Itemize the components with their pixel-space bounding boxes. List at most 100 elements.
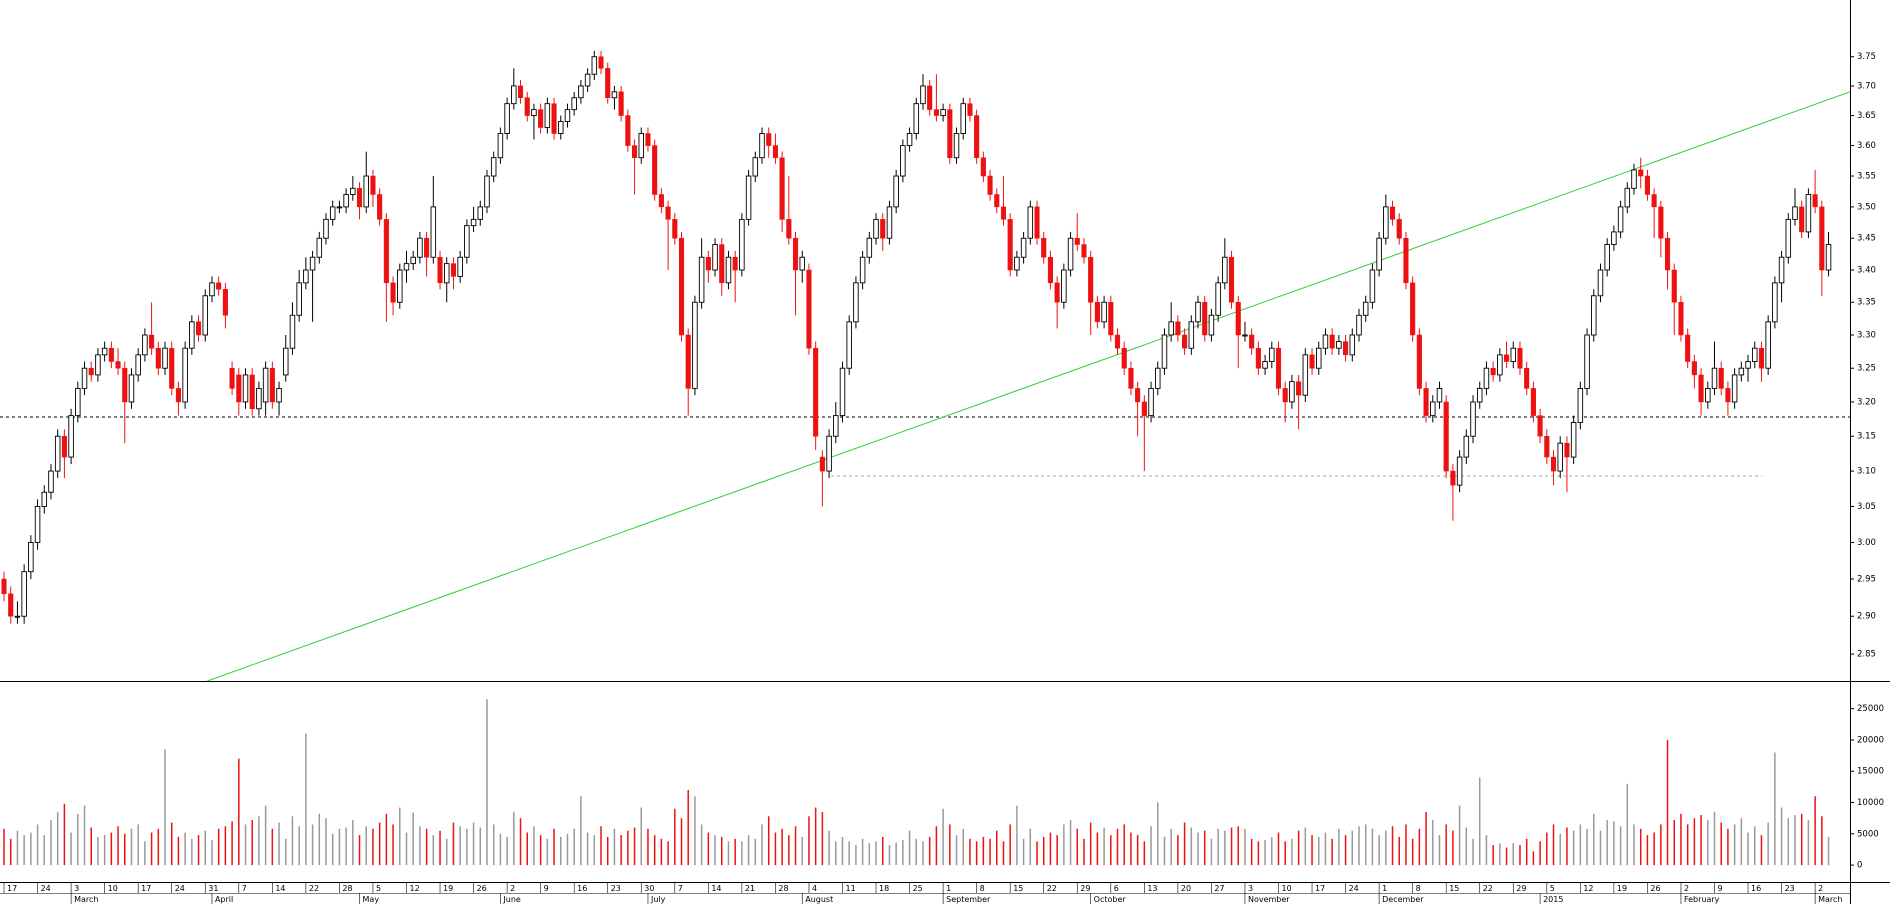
volume-bar: [170, 822, 173, 866]
candle-body: [216, 282, 222, 290]
candle-body: [323, 218, 329, 239]
candle-body: [222, 289, 228, 316]
candle-body: [1550, 456, 1557, 472]
y-tick-label: 2.95: [1857, 575, 1876, 585]
candle-body: [792, 237, 799, 271]
candle-body: [1792, 206, 1798, 220]
volume-bar: [707, 832, 710, 866]
volume-bar: [271, 828, 274, 866]
volume-bar: [1203, 830, 1206, 866]
volume-bar: [50, 820, 52, 866]
volume-bar: [211, 840, 213, 866]
candle-body: [1322, 334, 1329, 349]
candle-body: [195, 321, 202, 336]
volume-bar: [640, 807, 643, 866]
candle-body: [920, 85, 926, 105]
candle-body: [1074, 237, 1080, 245]
y-tick-label: 3.25: [1857, 364, 1876, 374]
candle-body: [1443, 401, 1449, 472]
volume-bar: [1157, 802, 1159, 866]
volume-bar: [1089, 822, 1092, 866]
month-label: August: [805, 895, 833, 904]
month-label: May: [363, 895, 380, 904]
candle-body: [705, 256, 711, 271]
candle-body: [390, 282, 396, 303]
volume-bar: [1438, 835, 1441, 866]
x-tick-label: 22: [1047, 884, 1057, 893]
y-tick-label: 3.65: [1857, 111, 1876, 121]
volume-bar: [1559, 833, 1561, 866]
candle-body: [1148, 387, 1154, 417]
volume-bar: [278, 822, 280, 866]
candle-body: [658, 194, 664, 208]
y-tick-label: 3.45: [1857, 234, 1876, 244]
volume-bar: [318, 813, 321, 866]
trendline: [207, 91, 1851, 682]
y-tick-label: 3.15: [1857, 432, 1876, 442]
volume-bar: [1465, 827, 1468, 866]
candle-body: [1476, 387, 1483, 403]
candle-body: [1376, 237, 1382, 271]
volume-bar: [969, 838, 971, 866]
x-tick-label: 23: [1785, 884, 1795, 893]
x-tick-label: 21: [745, 884, 755, 893]
x-tick-label: 13: [1147, 884, 1157, 893]
candle-body: [913, 103, 920, 134]
candle-body: [1108, 301, 1114, 336]
volume-bar: [962, 828, 964, 866]
candle-body: [68, 415, 74, 458]
candle-body: [1430, 401, 1436, 417]
volume-bar: [432, 835, 435, 866]
volume-bar: [606, 836, 609, 866]
volume-bar: [372, 828, 374, 866]
x-tick-label: 10: [1281, 884, 1291, 893]
volume-bar: [486, 699, 488, 866]
candle-body: [1014, 256, 1020, 271]
candle-body: [1711, 367, 1718, 389]
volume-bar: [861, 838, 864, 866]
volume-bar: [955, 835, 958, 866]
volume-bar: [1304, 827, 1307, 866]
candle-body: [477, 206, 484, 220]
volume-bar: [1458, 805, 1461, 866]
volume-bar: [915, 838, 918, 866]
volume-bar: [325, 818, 327, 866]
volume-bar: [217, 828, 220, 866]
volume-bar: [754, 838, 757, 866]
volume-bar: [311, 824, 314, 866]
x-tick-label: 17: [1315, 884, 1325, 893]
candle-body: [1182, 334, 1188, 349]
x-tick-label: 31: [208, 884, 218, 893]
volume-bar: [385, 813, 388, 866]
candle-body: [1597, 269, 1604, 297]
volume-bar: [1593, 813, 1595, 866]
candle-body: [732, 256, 738, 271]
volume-tick-label: 5000: [1857, 829, 1879, 839]
candle-body: [202, 295, 209, 336]
candle-body: [497, 133, 504, 159]
month-label: March: [74, 895, 98, 904]
x-tick-label: 19: [1617, 884, 1627, 893]
candle-body: [1383, 206, 1389, 239]
x-tick-label: 18: [879, 884, 889, 893]
volume-bar: [1344, 835, 1347, 866]
volume-bar: [821, 811, 824, 866]
candle-body: [611, 91, 618, 99]
x-tick-label: 14: [275, 884, 285, 893]
candle-body: [853, 282, 859, 323]
volume-bar: [566, 833, 569, 866]
volume-bar: [1385, 830, 1387, 866]
volume-bar: [43, 835, 46, 866]
month-label: March: [1818, 895, 1842, 904]
candle-body: [443, 263, 450, 284]
candle-body: [1705, 387, 1711, 403]
candle-body: [839, 367, 846, 417]
candle-body: [538, 109, 544, 128]
candle-body: [1738, 367, 1745, 376]
candle-body: [698, 256, 705, 303]
x-tick-label: 1: [946, 884, 951, 893]
volume-bar: [660, 838, 663, 866]
candle-body: [1778, 256, 1785, 284]
volume-bar: [1720, 822, 1722, 866]
